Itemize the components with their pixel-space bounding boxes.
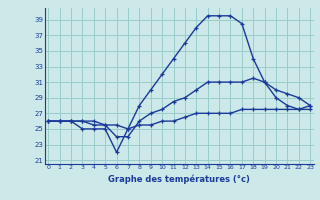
X-axis label: Graphe des températures (°c): Graphe des températures (°c) [108,175,250,184]
